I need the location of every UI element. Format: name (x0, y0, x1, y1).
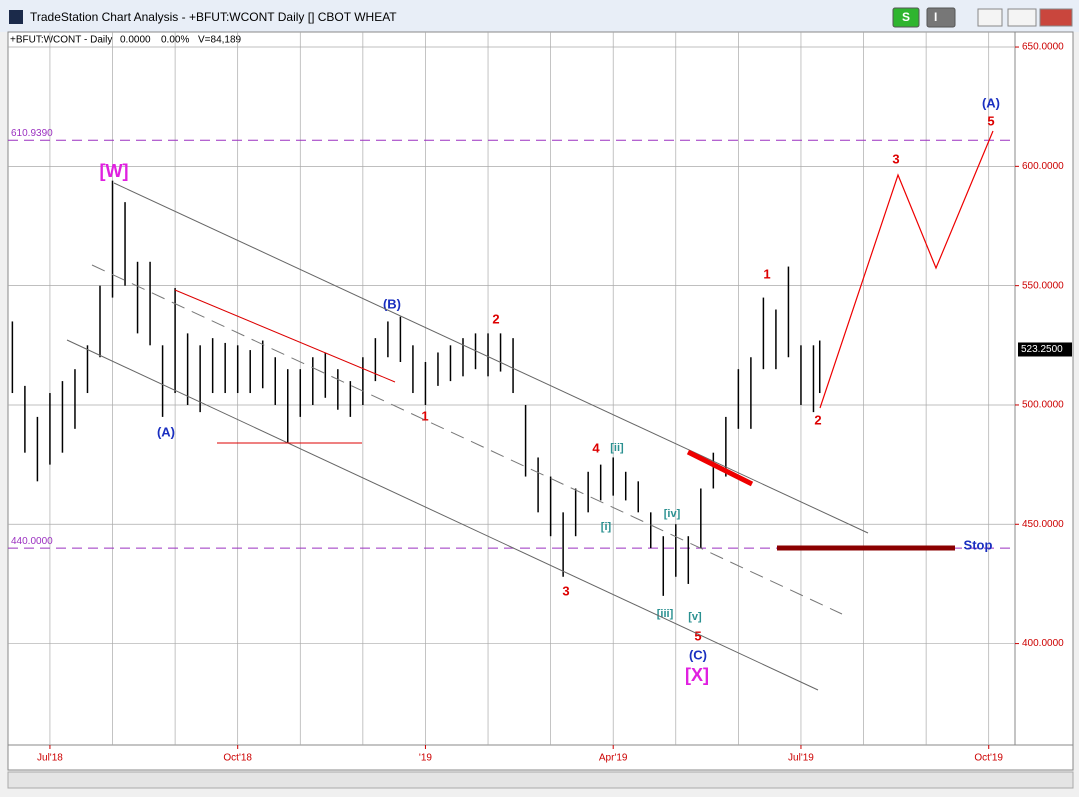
wave-label: [W] (100, 161, 129, 181)
app-icon (9, 10, 23, 24)
x-tick-label: Jul'19 (788, 753, 814, 764)
wave-label: [iii] (657, 608, 674, 620)
volume-info: V=84,189 (198, 35, 242, 46)
wave-label: [i] (601, 521, 612, 533)
time-axis (7, 744, 1074, 771)
wave-label: 1 (763, 266, 770, 281)
upper-channel (113, 182, 869, 534)
y-tick-label: 400.0000 (1022, 638, 1064, 649)
y-tick-label: 600.0000 (1022, 161, 1064, 172)
wave-label: [ii] (610, 442, 624, 454)
wave-label: 3 (892, 151, 899, 166)
x-tick-label: Oct'18 (223, 753, 252, 764)
breakout-line (686, 449, 754, 487)
y-tick-label: 650.0000 (1022, 42, 1064, 53)
i-button-label[interactable]: I (934, 10, 937, 24)
y-tick-label: 550.0000 (1022, 280, 1064, 291)
y-tick-label: 500.0000 (1022, 400, 1064, 411)
wave-label: 5 (987, 113, 994, 128)
wave-label: (B) (383, 296, 401, 311)
wave-label: 2 (492, 311, 499, 326)
x-tick-label: Oct'19 (974, 753, 1003, 764)
wave-label: Stop (964, 537, 993, 552)
scroll-bar[interactable] (7, 771, 1074, 789)
close[interactable] (1039, 8, 1073, 27)
level-label: 610.9390 (11, 128, 53, 139)
overlays (66, 130, 994, 691)
wave-label: 2 (814, 412, 821, 427)
wave-label: (C) (689, 647, 707, 662)
lower-channel (66, 339, 819, 691)
change-info: 0.0000 (120, 35, 151, 46)
s-button-label[interactable]: S (902, 10, 910, 24)
plot: 400.0000450.0000500.0000550.0000600.0000… (8, 32, 1072, 764)
x-tick-label: '19 (419, 753, 432, 764)
mid-channel (91, 264, 843, 615)
projection (819, 130, 994, 409)
last-price-label: 523.2500 (1021, 344, 1063, 355)
minimize[interactable] (977, 8, 1003, 27)
x-tick-label: Jul'18 (37, 753, 63, 764)
wave-label: [v] (688, 611, 702, 623)
red-trendline (174, 289, 396, 383)
window-title: TradeStation Chart Analysis - +BFUT:WCON… (30, 10, 397, 24)
symbol-info: +BFUT:WCONT - Daily (10, 35, 112, 46)
wave-label: 1 (421, 408, 428, 423)
wave-label: [iv] (664, 508, 681, 520)
wave-label: (A) (982, 95, 1000, 110)
s-button[interactable] (892, 7, 920, 28)
i-button[interactable] (926, 7, 956, 28)
price-axis (1014, 31, 1074, 746)
maximize[interactable] (1007, 8, 1037, 27)
wave-label: 4 (592, 440, 600, 455)
x-tick-label: Apr'19 (599, 753, 628, 764)
wave-label: 5 (694, 628, 701, 643)
wave-label: [X] (685, 665, 709, 685)
last-price-box (1018, 342, 1072, 357)
wave-label: 3 (562, 583, 569, 598)
wave-label: (A) (157, 424, 175, 439)
level-label: 440.0000 (11, 536, 53, 547)
plot-area (7, 31, 1016, 746)
y-tick-label: 450.0000 (1022, 519, 1064, 530)
